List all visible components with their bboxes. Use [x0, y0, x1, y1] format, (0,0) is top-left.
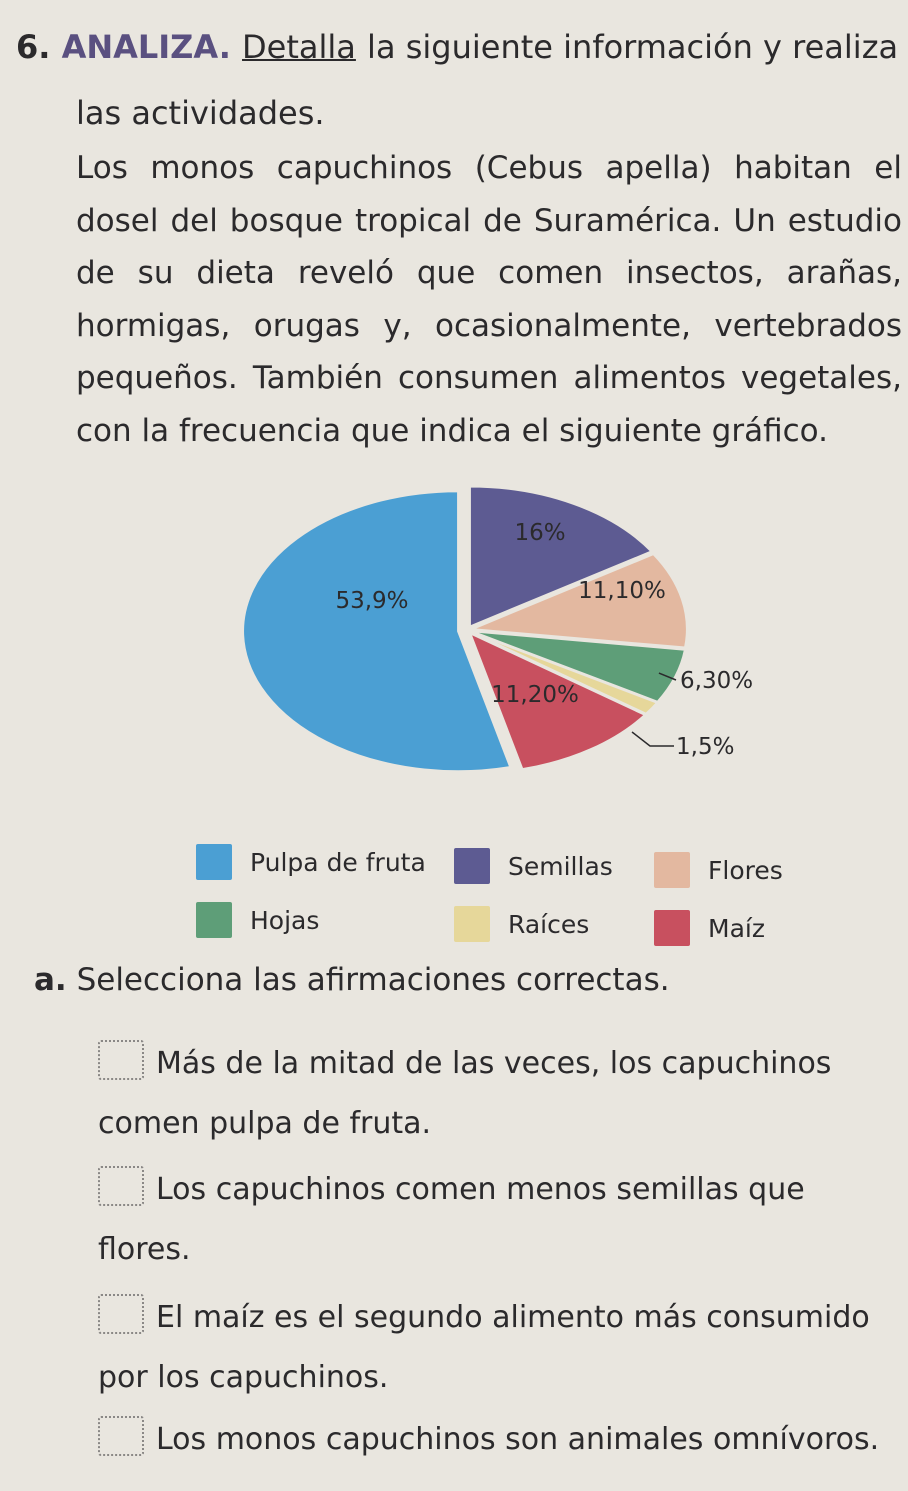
chart-legend: Pulpa de fruta Semillas Flores Hojas Raí…: [0, 840, 908, 960]
pie-label-hojas: 6,30%: [680, 668, 753, 694]
option-2-text: Los capuchinos comen menos semillas que …: [98, 1160, 896, 1280]
option-1-checkbox[interactable]: [98, 1040, 144, 1080]
pie-slice-pulpa-de-fruta: [242, 490, 512, 773]
pie-slice-semillas: [468, 485, 654, 628]
option-2-line2: flores.: [98, 1232, 191, 1267]
pie-slice-flores: [471, 552, 688, 649]
activity-underlined-word: Detalla: [242, 28, 356, 66]
legend-item-hojas: Hojas: [196, 902, 319, 938]
pie-slice-hojas: [471, 630, 687, 703]
option-3-line2: por los capuchinos.: [98, 1360, 389, 1395]
pie-slice-maiz: [468, 631, 647, 771]
option-3-line1: El maíz es el segundo alimento más consu…: [156, 1300, 870, 1335]
legend-swatch-flores: [654, 852, 690, 888]
option-3-checkbox[interactable]: [98, 1294, 144, 1334]
legend-swatch-pulpa: [196, 844, 232, 880]
legend-item-flores: Flores: [654, 852, 783, 888]
option-2-line1: Los capuchinos comen menos semillas que: [156, 1172, 805, 1207]
question-letter: a.: [34, 962, 67, 998]
intro-paragraph: Los monos capuchinos (Cebus apella) habi…: [76, 150, 902, 449]
pie-label-flores: 11,10%: [578, 578, 666, 604]
question-text: Selecciona las afirmaciones correctas.: [76, 962, 670, 998]
legend-swatch-semillas: [454, 848, 490, 884]
pie-pointer-raices: [631, 731, 674, 747]
pie-label-pulpa-de-fruta: 53,9%: [335, 588, 408, 614]
legend-item-semillas: Semillas: [454, 848, 613, 884]
option-1-line1: Más de la mitad de las veces, los capuch…: [156, 1046, 832, 1081]
legend-label-pulpa: Pulpa de fruta: [250, 847, 426, 877]
option-4-checkbox[interactable]: [98, 1416, 144, 1456]
question-a: a. Selecciona las afirmaciones correctas…: [34, 962, 670, 998]
activity-number: 6.: [16, 28, 51, 66]
activity-instruction-line2: las actividades.: [76, 94, 325, 132]
option-1-text: Más de la mitad de las veces, los capuch…: [98, 1034, 896, 1154]
activity-instruction: la siguiente información y realiza: [367, 28, 899, 66]
pie-label-semillas: 16%: [514, 520, 565, 546]
legend-item-pulpa: Pulpa de fruta: [196, 844, 426, 880]
legend-swatch-raices: [454, 906, 490, 942]
legend-label-semillas: Semillas: [508, 851, 613, 881]
activity-heading: 6. ANALIZA. Detalla la siguiente informa…: [16, 14, 900, 146]
option-3-text: El maíz es el segundo alimento más consu…: [98, 1288, 896, 1408]
option-4-line1: Los monos capuchinos son animales omnívo…: [156, 1422, 880, 1457]
pie-pointer-hojas: [658, 672, 677, 681]
option-1-line2: comen pulpa de fruta.: [98, 1106, 432, 1141]
legend-item-raices: Raíces: [454, 906, 589, 942]
legend-swatch-maiz: [654, 910, 690, 946]
diet-pie-chart: 53,9% 16% 11,10% 6,30% 1,5% 11,20%: [242, 485, 753, 773]
pie-label-raices: 1,5%: [676, 734, 734, 760]
pie-label-maiz: 11,20%: [491, 682, 579, 708]
legend-label-maiz: Maíz: [708, 913, 765, 943]
option-2-checkbox[interactable]: [98, 1166, 144, 1206]
legend-label-hojas: Hojas: [250, 905, 320, 935]
option-4-text: Los monos capuchinos son animales omnívo…: [156, 1410, 896, 1470]
activity-keyword: ANALIZA.: [61, 28, 231, 66]
legend-item-maiz: Maíz: [654, 910, 765, 946]
pie-slice-raices: [470, 631, 659, 715]
legend-swatch-hojas: [196, 902, 232, 938]
legend-label-raices: Raíces: [508, 909, 590, 939]
legend-label-flores: Flores: [708, 855, 783, 885]
